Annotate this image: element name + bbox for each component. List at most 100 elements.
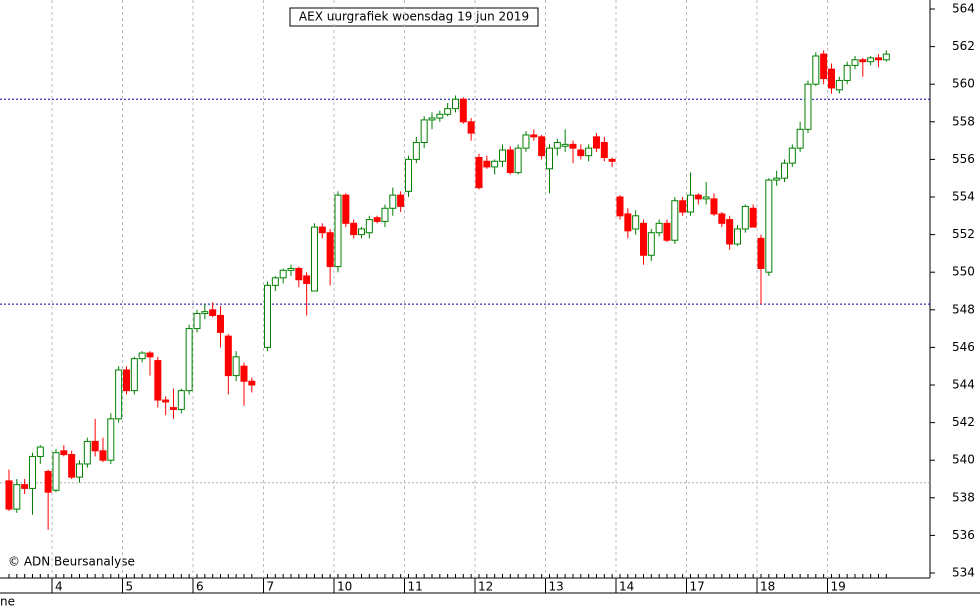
- candle-body: [616, 196, 624, 217]
- candle-body: [177, 390, 185, 410]
- y-tick-label: 558: [952, 114, 975, 128]
- candle-body: [632, 215, 640, 230]
- x-tick-label: 18: [760, 580, 775, 594]
- x-tick-label: 6: [196, 580, 204, 594]
- candle-body: [342, 194, 350, 224]
- candle-body: [498, 149, 506, 162]
- candle-body: [60, 450, 68, 456]
- candle-body: [679, 200, 687, 213]
- x-tick-label: 12: [478, 580, 493, 594]
- candle-body: [483, 160, 491, 168]
- candle-body: [444, 108, 452, 115]
- candle-body: [365, 219, 373, 234]
- candle-body: [68, 454, 76, 478]
- candle-body: [350, 222, 358, 236]
- candle-body: [467, 121, 475, 134]
- candle-body: [796, 128, 804, 149]
- x-tick-label: 5: [126, 580, 134, 594]
- candle-body: [592, 136, 600, 149]
- y-tick-label: 562: [952, 39, 975, 53]
- candle-body: [130, 358, 138, 392]
- y-tick-label: 552: [952, 227, 975, 241]
- x-tick-label: 10: [337, 580, 352, 594]
- candle-body: [115, 369, 123, 420]
- candle-body: [36, 446, 44, 457]
- x-axis-label: ne: [0, 595, 15, 609]
- candle-body: [828, 68, 835, 89]
- candle-body: [882, 53, 890, 61]
- candle-body: [216, 314, 224, 333]
- candle-body: [91, 440, 99, 452]
- candle-body: [546, 147, 553, 170]
- candle-body: [436, 113, 444, 119]
- candle-body: [757, 237, 765, 269]
- y-tick-label: 556: [952, 152, 975, 166]
- candle-body: [420, 119, 428, 143]
- candle-body: [804, 83, 812, 130]
- candle-body: [812, 55, 820, 85]
- candle-body: [820, 53, 828, 80]
- x-tick-label: 14: [619, 580, 634, 594]
- candle-body: [522, 134, 530, 149]
- candle-body: [357, 228, 365, 236]
- candle-body: [694, 194, 702, 200]
- x-tick-label: 7: [267, 580, 275, 594]
- candle-body: [201, 311, 209, 315]
- y-tick-label: 536: [952, 528, 975, 542]
- candle-body: [412, 141, 420, 160]
- candle-body: [506, 149, 514, 174]
- candle-body: [867, 57, 875, 63]
- y-tick-label: 534: [952, 566, 975, 580]
- x-tick-label: 19: [831, 580, 846, 594]
- candle-body: [44, 470, 52, 493]
- candle-body: [224, 335, 232, 377]
- candle-body: [373, 217, 381, 222]
- candle-body: [154, 360, 162, 401]
- candle-body: [28, 455, 36, 489]
- candle-body: [271, 277, 279, 286]
- candle-body: [538, 136, 546, 157]
- candle-body: [389, 194, 397, 209]
- candle-body: [874, 57, 882, 61]
- title-box: [289, 7, 539, 27]
- candle-body: [5, 480, 13, 510]
- candle-body: [248, 380, 256, 386]
- y-tick-label: 550: [952, 265, 975, 279]
- candle-body: [553, 141, 561, 149]
- candle-body: [13, 484, 21, 510]
- y-tick-label: 542: [952, 415, 975, 429]
- candle-body: [428, 117, 436, 121]
- candle-body: [569, 143, 577, 149]
- candle-body: [491, 160, 499, 168]
- candle-body: [264, 284, 271, 348]
- credit: © ADN Beursanalyse: [8, 555, 135, 569]
- candle-body: [843, 64, 851, 81]
- candle-body: [295, 267, 303, 281]
- candle-body: [405, 158, 412, 192]
- y-tick-label: 554: [952, 190, 975, 204]
- candle-body: [835, 79, 843, 91]
- candle-body: [749, 207, 757, 228]
- y-tick-label: 538: [952, 490, 975, 504]
- y-tick-label: 560: [952, 77, 975, 91]
- candle-body: [193, 313, 201, 330]
- candle-body: [710, 198, 718, 215]
- x-tick-label: 4: [55, 580, 63, 594]
- candle-body: [733, 228, 741, 245]
- candle-body: [741, 205, 749, 230]
- candle-body: [859, 59, 867, 63]
- candle-body: [788, 147, 796, 164]
- candle-body: [851, 59, 859, 66]
- x-tick-label: 13: [549, 580, 564, 594]
- candle-body: [240, 365, 248, 382]
- candle-body: [459, 98, 467, 123]
- y-tick-label: 540: [952, 453, 975, 467]
- candle-body: [718, 213, 726, 224]
- y-tick-label: 546: [952, 340, 975, 354]
- candle-body: [107, 418, 115, 461]
- candle-body: [162, 399, 170, 403]
- candle-body: [287, 267, 295, 271]
- candle-body: [514, 147, 522, 174]
- chart-title: AEX uurgrafiek woensdag 19 jun 2019: [299, 10, 529, 24]
